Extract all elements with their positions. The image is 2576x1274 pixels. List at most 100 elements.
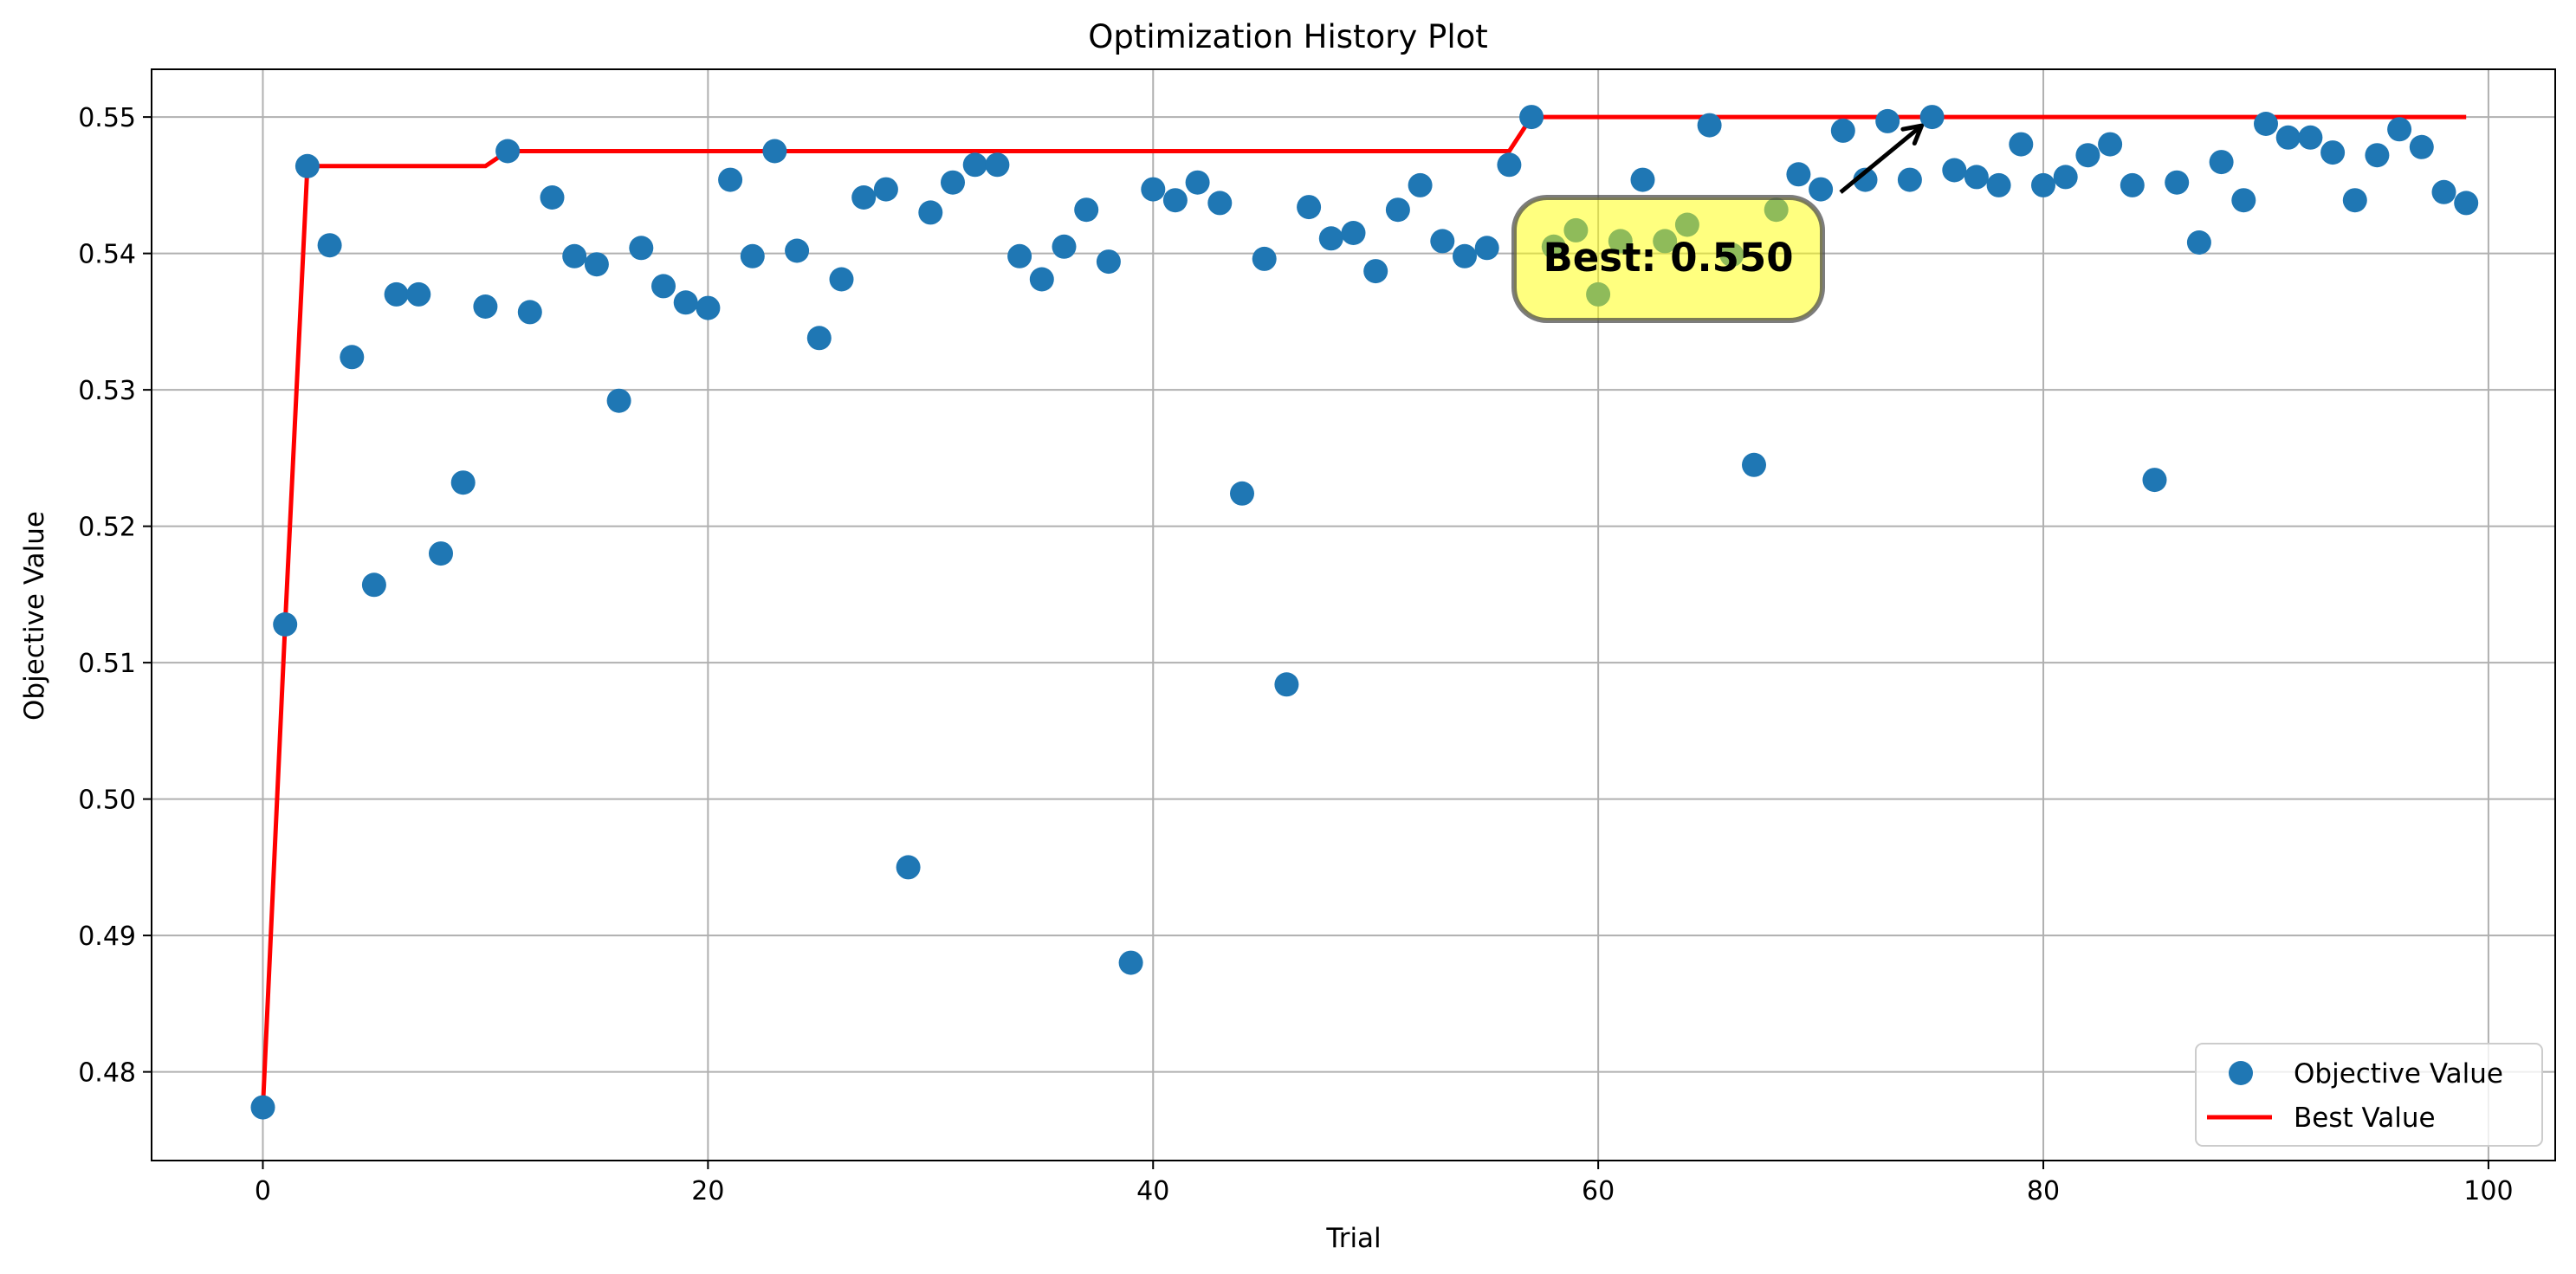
- objective-value-point: [2454, 191, 2479, 216]
- y-axis-ticks: 0.48 0.49 0.50 0.51 0.52 0.53 0.54 0.55: [78, 103, 152, 1089]
- objective-value-point: [294, 153, 320, 178]
- objective-value-point: [1497, 152, 1522, 178]
- chart-title: Optimization History Plot: [1088, 18, 1488, 55]
- objective-value-point: [1297, 195, 1322, 220]
- objective-value-point: [1697, 113, 1722, 138]
- objective-value-point: [1474, 236, 1499, 261]
- annotation-text: Best: 0.550: [1543, 235, 1793, 281]
- legend-label-objective: Objective Value: [2294, 1058, 2503, 1090]
- objective-value-point: [1964, 165, 1989, 190]
- objective-value-point: [2053, 165, 2078, 190]
- y-axis-title: Objective Value: [19, 511, 50, 721]
- objective-value-point: [1830, 118, 1855, 143]
- objective-value-point: [1786, 162, 1811, 187]
- annotation-arrow-head: [1900, 123, 1925, 146]
- objective-value-point: [1162, 188, 1188, 213]
- objective-value-point: [651, 274, 676, 299]
- objective-value-point: [696, 295, 721, 320]
- objective-value-point: [962, 152, 987, 178]
- legend-label-best: Best Value: [2294, 1103, 2436, 1134]
- objective-value-point: [2098, 132, 2123, 157]
- objective-value-point: [1630, 167, 1655, 192]
- objective-value-point: [673, 290, 698, 315]
- x-tick-label: 20: [691, 1176, 724, 1206]
- objective-value-point: [2298, 125, 2323, 150]
- objective-value-point: [896, 855, 921, 880]
- y-tick-label: 0.52: [78, 513, 136, 543]
- objective-value-point: [606, 388, 631, 413]
- objective-value-point: [806, 326, 832, 351]
- legend-marker-objective: [2229, 1061, 2253, 1085]
- objective-value-point: [2186, 230, 2211, 255]
- y-tick-label: 0.55: [78, 103, 136, 133]
- objective-value-point: [250, 1095, 275, 1120]
- objective-value-point: [873, 177, 898, 202]
- x-tick-label: 100: [2463, 1176, 2513, 1206]
- objective-value-point: [1230, 481, 1254, 506]
- objective-value-point: [273, 612, 298, 637]
- objective-value-point: [450, 470, 476, 495]
- objective-value-point: [1363, 259, 1388, 284]
- objective-value-point: [1341, 221, 1366, 245]
- objective-value-point: [1207, 191, 1233, 216]
- objective-value-point: [1919, 105, 1945, 130]
- x-tick-label: 0: [255, 1176, 271, 1206]
- objective-value-point: [829, 267, 854, 292]
- y-tick-label: 0.54: [78, 240, 136, 270]
- objective-value-point: [1096, 249, 1121, 275]
- objective-value-point: [2275, 125, 2301, 150]
- objective-value-point: [429, 541, 453, 566]
- best-value-series: [261, 114, 2467, 1108]
- objective-value-point: [985, 152, 1010, 178]
- objective-value-point: [562, 243, 587, 268]
- annotation-arrow: [1839, 124, 1924, 194]
- objective-value-point: [2009, 132, 2034, 157]
- objective-value-point: [1007, 243, 1032, 268]
- objective-value-point: [2254, 112, 2278, 136]
- objective-value-point: [317, 233, 342, 258]
- objective-value-point: [851, 185, 877, 210]
- x-axis-title: Trial: [1325, 1223, 1381, 1254]
- objective-value-point: [1185, 170, 1210, 195]
- y-tick-label: 0.50: [78, 786, 136, 816]
- best-value-line: [261, 114, 2467, 1108]
- objective-value-point: [2320, 140, 2346, 165]
- objective-value-point: [361, 572, 386, 598]
- objective-value-point: [2165, 170, 2190, 195]
- objective-value-point: [1742, 452, 1766, 477]
- objective-value-point: [2409, 134, 2434, 159]
- objective-value-point: [1430, 229, 1455, 254]
- objective-value-point: [785, 238, 810, 263]
- objective-value-point: [517, 300, 542, 325]
- y-tick-label: 0.49: [78, 922, 136, 952]
- objective-value-point: [2142, 468, 2167, 493]
- x-tick-label: 80: [2027, 1176, 2060, 1206]
- objective-value-point: [1809, 177, 1834, 202]
- objective-value-point: [1052, 234, 1077, 259]
- x-tick-label: 40: [1136, 1176, 1169, 1206]
- objective-value-point: [2120, 172, 2145, 197]
- axes-frame: [151, 68, 2556, 1161]
- objective-value-point: [2231, 188, 2256, 213]
- annotation-box: [1511, 195, 1825, 323]
- objective-value-point: [2342, 188, 2367, 213]
- y-tick-label: 0.53: [78, 376, 136, 406]
- x-axis-ticks: 0 20 40 60 80 100: [255, 1161, 2514, 1206]
- objective-value-point: [2031, 172, 2055, 197]
- objective-value-point: [918, 200, 943, 225]
- objective-value-point: [2387, 117, 2412, 142]
- objective-value-point: [941, 170, 965, 195]
- objective-value-point: [540, 185, 565, 210]
- objective-value-point: [2209, 150, 2234, 175]
- legend-frame: [2195, 1043, 2543, 1147]
- objective-value-point: [1897, 167, 1922, 192]
- objective-value-point: [1074, 197, 1099, 223]
- objective-value-point: [1875, 108, 1900, 133]
- legend: Objective Value Best Value: [2195, 1043, 2543, 1147]
- objective-value-point: [2365, 143, 2390, 168]
- objective-value-point: [1318, 226, 1343, 251]
- best-annotation: Best: 0.550: [1511, 123, 1925, 323]
- objective-value-point: [473, 294, 498, 319]
- objective-value-point: [1986, 172, 2011, 197]
- objective-value-point: [1853, 167, 1878, 192]
